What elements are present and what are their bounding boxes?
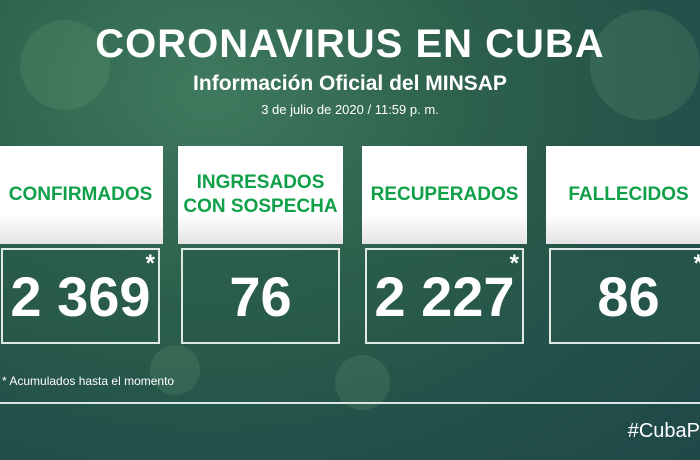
card-label: INGRESADOS CON SOSPECHA xyxy=(178,146,343,244)
stat-card-recuperados: RECUPERADOS 2 227 * xyxy=(362,146,527,347)
page-title: CORONAVIRUS EN CUBA xyxy=(95,22,605,66)
hashtag: #CubaP xyxy=(627,420,700,442)
virus-decoration xyxy=(150,345,200,395)
divider xyxy=(0,402,700,404)
card-label: RECUPERADOS xyxy=(362,146,527,244)
stat-card-ingresados: INGRESADOS CON SOSPECHA 76 xyxy=(178,146,343,347)
asterisk: * xyxy=(145,250,155,277)
virus-decoration xyxy=(590,10,700,120)
card-label: FALLECIDOS xyxy=(546,146,700,244)
virus-decoration xyxy=(335,355,390,410)
card-value: 2 227 xyxy=(365,248,524,344)
asterisk: * xyxy=(694,250,700,278)
asterisk: * xyxy=(509,250,519,277)
card-value: 76 xyxy=(181,248,340,344)
stat-card-confirmados: CONFIRMADOS 2 369 * xyxy=(0,146,163,347)
footnote: * Acumulados hasta el momento xyxy=(2,374,175,388)
card-value: 2 369 xyxy=(1,248,160,344)
report-date: 3 de julio de 2020 / 11:59 p. m. xyxy=(261,102,439,117)
page-subtitle: Información Oficial del MINSAP xyxy=(193,72,507,95)
virus-decoration xyxy=(20,20,110,110)
card-label: CONFIRMADOS xyxy=(0,146,163,244)
stat-card-fallecidos: FALLECIDOS 86 * xyxy=(546,146,700,347)
card-value: 86 xyxy=(549,248,700,344)
